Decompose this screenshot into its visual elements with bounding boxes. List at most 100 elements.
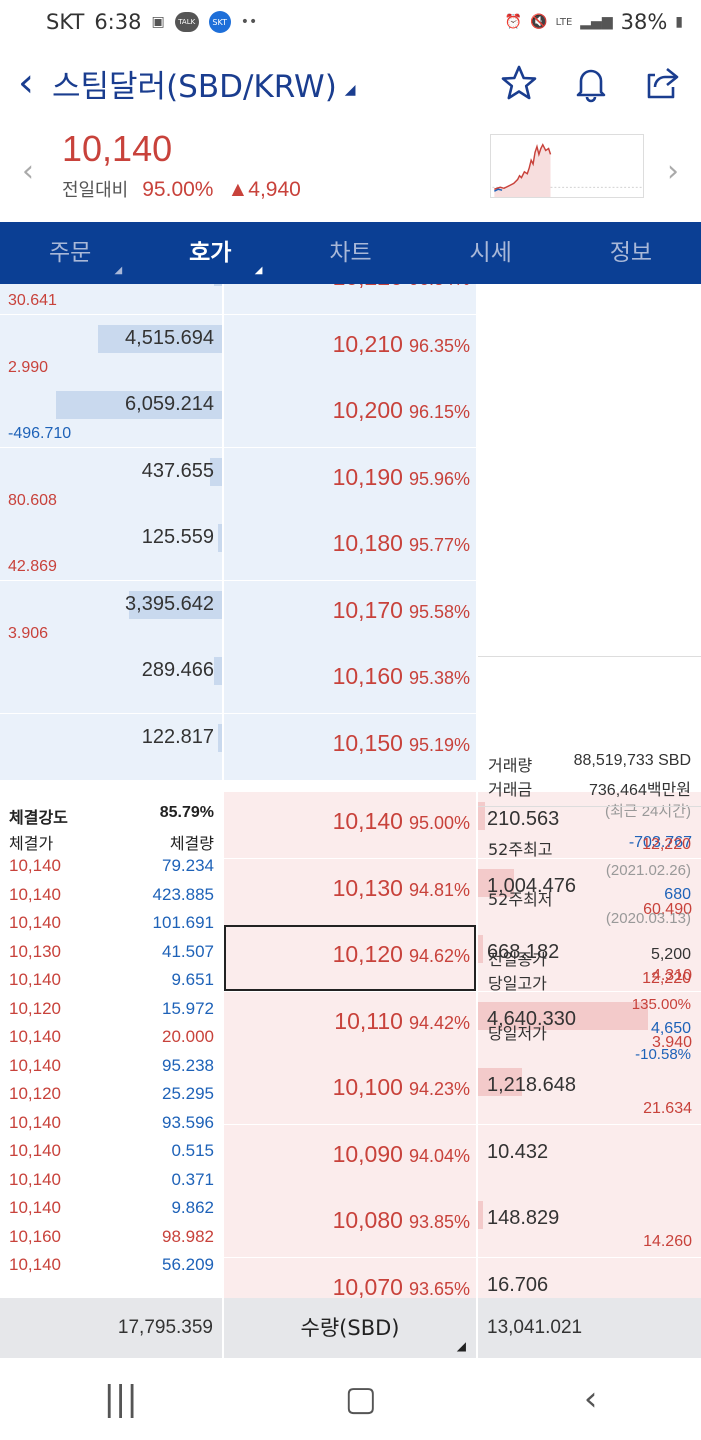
trade-row: 10,140 0.371 xyxy=(9,1170,214,1198)
bid-row[interactable]: 10,070 93.65% 16.706 xyxy=(0,1257,701,1298)
ask-qty: 289.466 xyxy=(141,659,214,681)
bid-row[interactable]: 10,080 93.85% 148.829 14.260 xyxy=(0,1191,701,1258)
ask-qty: 4,515.694 xyxy=(125,326,214,349)
ask-price-cell[interactable]: 10,160 95.38% xyxy=(224,647,476,713)
bid-row[interactable]: 10,140 95.00% 210.563 -703.767 xyxy=(0,792,701,859)
ask-qty-change: 30.641 xyxy=(8,292,57,309)
ask-row[interactable]: 6,059.214 -496.710 10,200 96.15% xyxy=(0,381,701,448)
tab-market[interactable]: 시세 xyxy=(469,240,512,266)
gallery-icon: ▣ xyxy=(151,14,165,30)
bid-qty: 1,218.648 xyxy=(487,1074,576,1096)
ask-price-cell[interactable]: 10,170 95.58% xyxy=(224,580,476,647)
tab-info[interactable]: 정보 xyxy=(609,240,653,266)
bid-price: 10,110 94.42% xyxy=(334,1007,470,1034)
trade-row: 10,140 20.000 xyxy=(9,1027,214,1055)
bid-price-cell[interactable]: 10,140 95.00% xyxy=(224,792,476,858)
ask-price-cell[interactable]: 10,180 95.77% xyxy=(224,514,476,580)
bid-price-cell[interactable]: 10,100 94.23% xyxy=(224,1058,476,1124)
main-tabs: 주문 ◢ 호가 ◢ 차트 시세 정보 xyxy=(0,222,701,284)
ask-row[interactable]: 122.817 10,150 95.19% xyxy=(0,713,701,781)
prev-coin-arrow-icon[interactable]: ‹ xyxy=(22,154,34,189)
mini-price-chart[interactable] xyxy=(490,134,644,198)
ask-price-cell[interactable]: 10,200 96.15% xyxy=(224,381,476,447)
ask-price: 10,22096.54% xyxy=(333,284,470,291)
bid-price-cell[interactable]: 10,090 94.04% xyxy=(224,1124,476,1191)
bid-qty-cell: 16.706 xyxy=(478,1257,701,1298)
bid-qty: 148.829 xyxy=(487,1207,560,1229)
trade-row: 10,140 9.651 xyxy=(9,970,214,998)
trade-qty: 25.295 xyxy=(162,1084,214,1103)
trade-qty: 79.234 xyxy=(162,856,214,875)
trade-qty: 95.238 xyxy=(162,1055,214,1075)
bid-depth-bar xyxy=(478,935,484,963)
ask-qty-change: 80.608 xyxy=(8,491,57,509)
ask-qty: 6,059.214 xyxy=(125,393,214,415)
strength-label: 체결강도 xyxy=(9,810,68,827)
orderbook[interactable]: 947.09530.641 10,22096.54% 4,515.694 2.990 1… xyxy=(0,284,701,1298)
recent-apps-icon[interactable]: ||| xyxy=(103,1379,138,1419)
battery-icon: ▮ xyxy=(675,14,683,30)
trade-qty: 20.000 xyxy=(162,1027,214,1046)
bid-qty-change: 60.490 xyxy=(643,900,692,918)
tab-orderbook[interactable]: 호가 ◢ xyxy=(189,240,263,276)
ask-price: 10,200 96.15% xyxy=(332,397,470,423)
day-low-label: 당일저가 xyxy=(488,1024,547,1043)
bid-price-cell[interactable]: 10,130 94.81% xyxy=(224,858,476,925)
bid-qty-change: 4.310 xyxy=(651,967,692,984)
favorite-star-icon[interactable] xyxy=(499,63,539,103)
bid-price-cell[interactable]: 10,070 93.65% xyxy=(224,1257,476,1298)
bid-qty-cell: 210.563 -703.767 xyxy=(478,792,701,858)
bid-price-cell[interactable]: 10,110 94.42% xyxy=(224,991,476,1058)
ask-price-cell[interactable]: 10,22096.54% xyxy=(224,284,476,314)
tab-order[interactable]: 주문 ◢ xyxy=(48,240,123,276)
bid-row[interactable]: 10,090 94.04% 10.432 xyxy=(0,1124,701,1192)
bid-depth-bar xyxy=(478,1068,523,1096)
alarm-bell-icon[interactable] xyxy=(571,63,611,103)
trade-history[interactable]: 체결강도 85.79% 체결가 체결량 10,140 79.234 10,140 423.… xyxy=(0,800,222,1290)
ask-price-cell[interactable]: 10,190 95.96% xyxy=(224,447,476,514)
title-dropdown-icon[interactable]: ◢ xyxy=(344,82,356,98)
share-icon[interactable] xyxy=(643,63,683,103)
home-icon[interactable]: ▢ xyxy=(344,1379,377,1419)
ask-qty-cell: 122.817 xyxy=(0,713,222,780)
trade-qty: 41.507 xyxy=(162,941,214,961)
current-price: 10,140 xyxy=(62,128,173,169)
bid-qty: 4,640.330 xyxy=(487,1007,576,1030)
bid-depth-bar xyxy=(478,802,485,830)
day-high-value: 12,220 xyxy=(642,970,691,987)
ask-row[interactable]: 3,395.642 3.906 10,170 95.58% xyxy=(0,580,701,648)
bid-price-cell[interactable]: 10,080 93.85% xyxy=(224,1191,476,1257)
tab-chart[interactable]: 차트 xyxy=(329,240,372,266)
ask-qty: 122.817 xyxy=(141,725,214,748)
system-back-icon[interactable]: ‹ xyxy=(583,1379,598,1419)
bid-row[interactable]: 10,130 94.81% 1,004.476 60.490 xyxy=(0,858,701,926)
ask-row[interactable]: 947.09530.641 10,22096.54% xyxy=(0,284,701,315)
ask-price-cell[interactable]: 10,150 95.19% xyxy=(224,713,476,780)
back-arrow-icon[interactable]: ‹ xyxy=(18,60,34,106)
ask-row[interactable]: 4,515.694 2.990 10,210 96.35% xyxy=(0,314,701,382)
trade-price: 10,160 xyxy=(9,1226,61,1246)
stats-divider xyxy=(478,806,701,807)
ask-qty: 125.559 xyxy=(141,526,214,548)
bid-price: 10,080 93.85% xyxy=(332,1207,470,1233)
bid-price: 10,090 94.04% xyxy=(332,1140,470,1167)
unit-selector[interactable]: 수량(SBD) ◢ xyxy=(222,1298,478,1358)
ask-qty-cell: 125.559 42.869 xyxy=(0,514,222,580)
bid-qty-change: 3.940 xyxy=(651,1033,692,1051)
bid-row[interactable]: 10,110 94.42% 4,640.330 3.940 xyxy=(0,991,701,1059)
bid-row[interactable]: 10,100 94.23% 1,218.648 21.634 xyxy=(0,1058,701,1125)
ask-price: 10,170 95.58% xyxy=(332,596,470,623)
ask-row[interactable]: 125.559 42.869 10,180 95.77% xyxy=(0,514,701,581)
next-coin-arrow-icon[interactable]: › xyxy=(667,154,679,189)
bid-price-cell[interactable]: 10,120 94.62% xyxy=(224,925,476,991)
page-title[interactable]: 스팀달러(SBD/KRW) xyxy=(52,68,337,105)
ask-price: 10,180 95.77% xyxy=(332,530,470,556)
ask-price: 10,160 95.38% xyxy=(332,663,470,689)
bid-row[interactable]: 10,120 94.62% 668.182 4.310 xyxy=(0,925,701,992)
ask-depth-bar xyxy=(129,590,222,619)
bid-price: 10,120 94.62% xyxy=(332,941,470,967)
ask-row[interactable]: 437.655 80.608 10,190 95.96% xyxy=(0,447,701,515)
bid-qty-cell: 10.432 xyxy=(478,1124,701,1191)
ask-row[interactable]: 289.466 10,160 95.38% xyxy=(0,647,701,714)
ask-price-cell[interactable]: 10,210 96.35% xyxy=(224,314,476,381)
